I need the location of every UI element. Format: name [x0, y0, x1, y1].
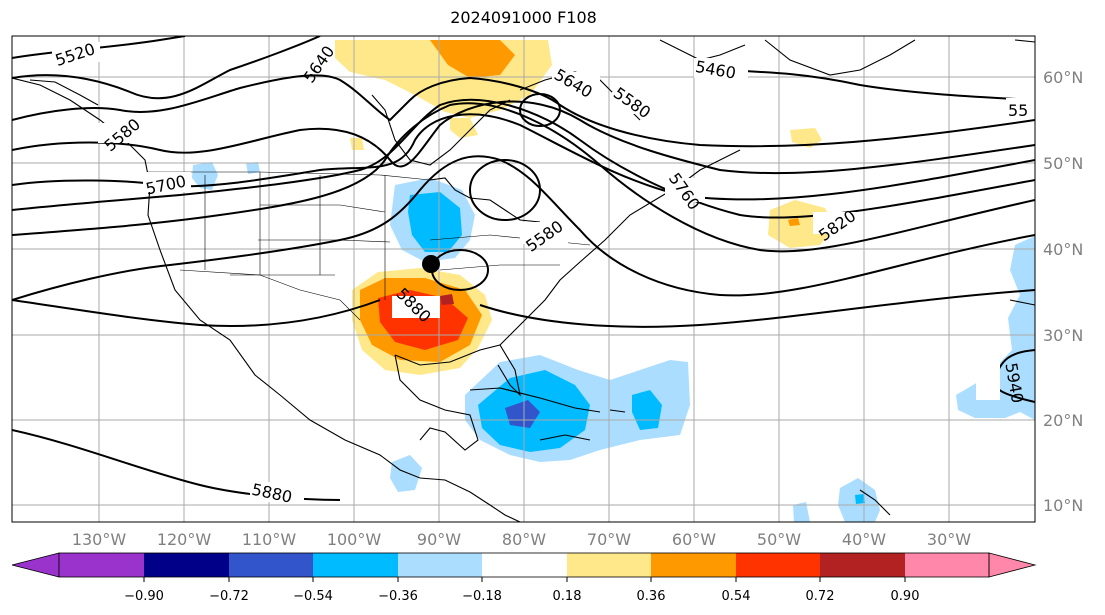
colorbar-tick-label: −0.18 — [462, 589, 502, 604]
colorbar-tick-label: 0.72 — [806, 589, 835, 604]
lat-label: 10°N — [1043, 496, 1083, 515]
lon-label: 130°W — [72, 530, 127, 549]
lat-label: 40°N — [1043, 240, 1083, 259]
lon-label: 90°W — [417, 530, 461, 549]
colorbar-tick-label: 0.36 — [637, 589, 666, 604]
colorbar-swatch — [229, 553, 313, 577]
political-borders — [148, 171, 591, 321]
colorbar-swatch — [398, 553, 482, 577]
map-title: 2024091000 F108 — [450, 8, 597, 27]
colorbar-swatch — [905, 553, 989, 577]
lon-label: 30°W — [927, 530, 971, 549]
map-frame — [11, 35, 1036, 523]
lon-label: 80°W — [502, 530, 546, 549]
colorbar-extend-high — [988, 552, 1037, 578]
lat-lon-grid — [12, 36, 1035, 522]
colorbar-tick-label: −0.90 — [124, 589, 164, 604]
colorbar-tick-label: 0.18 — [553, 589, 582, 604]
colorbar-tick-label: −0.54 — [293, 589, 333, 604]
colorbar-tick-label: −0.36 — [378, 589, 418, 604]
colorbar-swatch — [651, 553, 736, 577]
contour-label-group: 5520 5640 5580 5700 5460 5640 5580 5580 … — [52, 39, 1035, 507]
lon-label: 100°W — [327, 530, 382, 549]
colorbar-tick-label: 0.90 — [891, 589, 920, 604]
colorbar-swatch — [567, 553, 651, 577]
lat-label: 60°N — [1043, 68, 1083, 87]
lat-label: 20°N — [1043, 411, 1083, 430]
lat-label: 50°N — [1043, 154, 1083, 173]
colorbar-swatch — [144, 553, 229, 577]
lat-label: 30°N — [1043, 326, 1083, 345]
longitude-labels: 130°W 120°W 110°W 100°W 90°W 80°W 70°W 6… — [72, 530, 971, 549]
lon-label: 120°W — [157, 530, 212, 549]
colorbar: −0.90 −0.72 −0.54 −0.36 −0.18 0.18 0.36 … — [11, 552, 1037, 604]
location-marker — [422, 255, 440, 273]
contour-label: 55 — [1008, 101, 1028, 120]
lon-label: 50°W — [757, 530, 801, 549]
colorbar-swatch — [59, 553, 144, 577]
latitude-labels: 60°N 50°N 40°N 30°N 20°N 10°N — [1043, 68, 1083, 515]
lon-label: 60°W — [672, 530, 716, 549]
lon-label: 40°W — [842, 530, 886, 549]
colorbar-tick-label: −0.72 — [209, 589, 249, 604]
colorbar-swatch — [313, 553, 398, 577]
colorbar-tick-label: 0.54 — [722, 589, 751, 604]
map-panel: 5520 5640 5580 5700 5460 5640 5580 5580 … — [12, 36, 1035, 522]
colorbar-swatch — [736, 553, 820, 577]
colorbar-extend-low — [11, 552, 60, 578]
colorbar-swatch — [820, 553, 905, 577]
colorbar-swatch — [482, 553, 567, 577]
lon-label: 70°W — [587, 530, 631, 549]
lon-label: 110°W — [242, 530, 297, 549]
